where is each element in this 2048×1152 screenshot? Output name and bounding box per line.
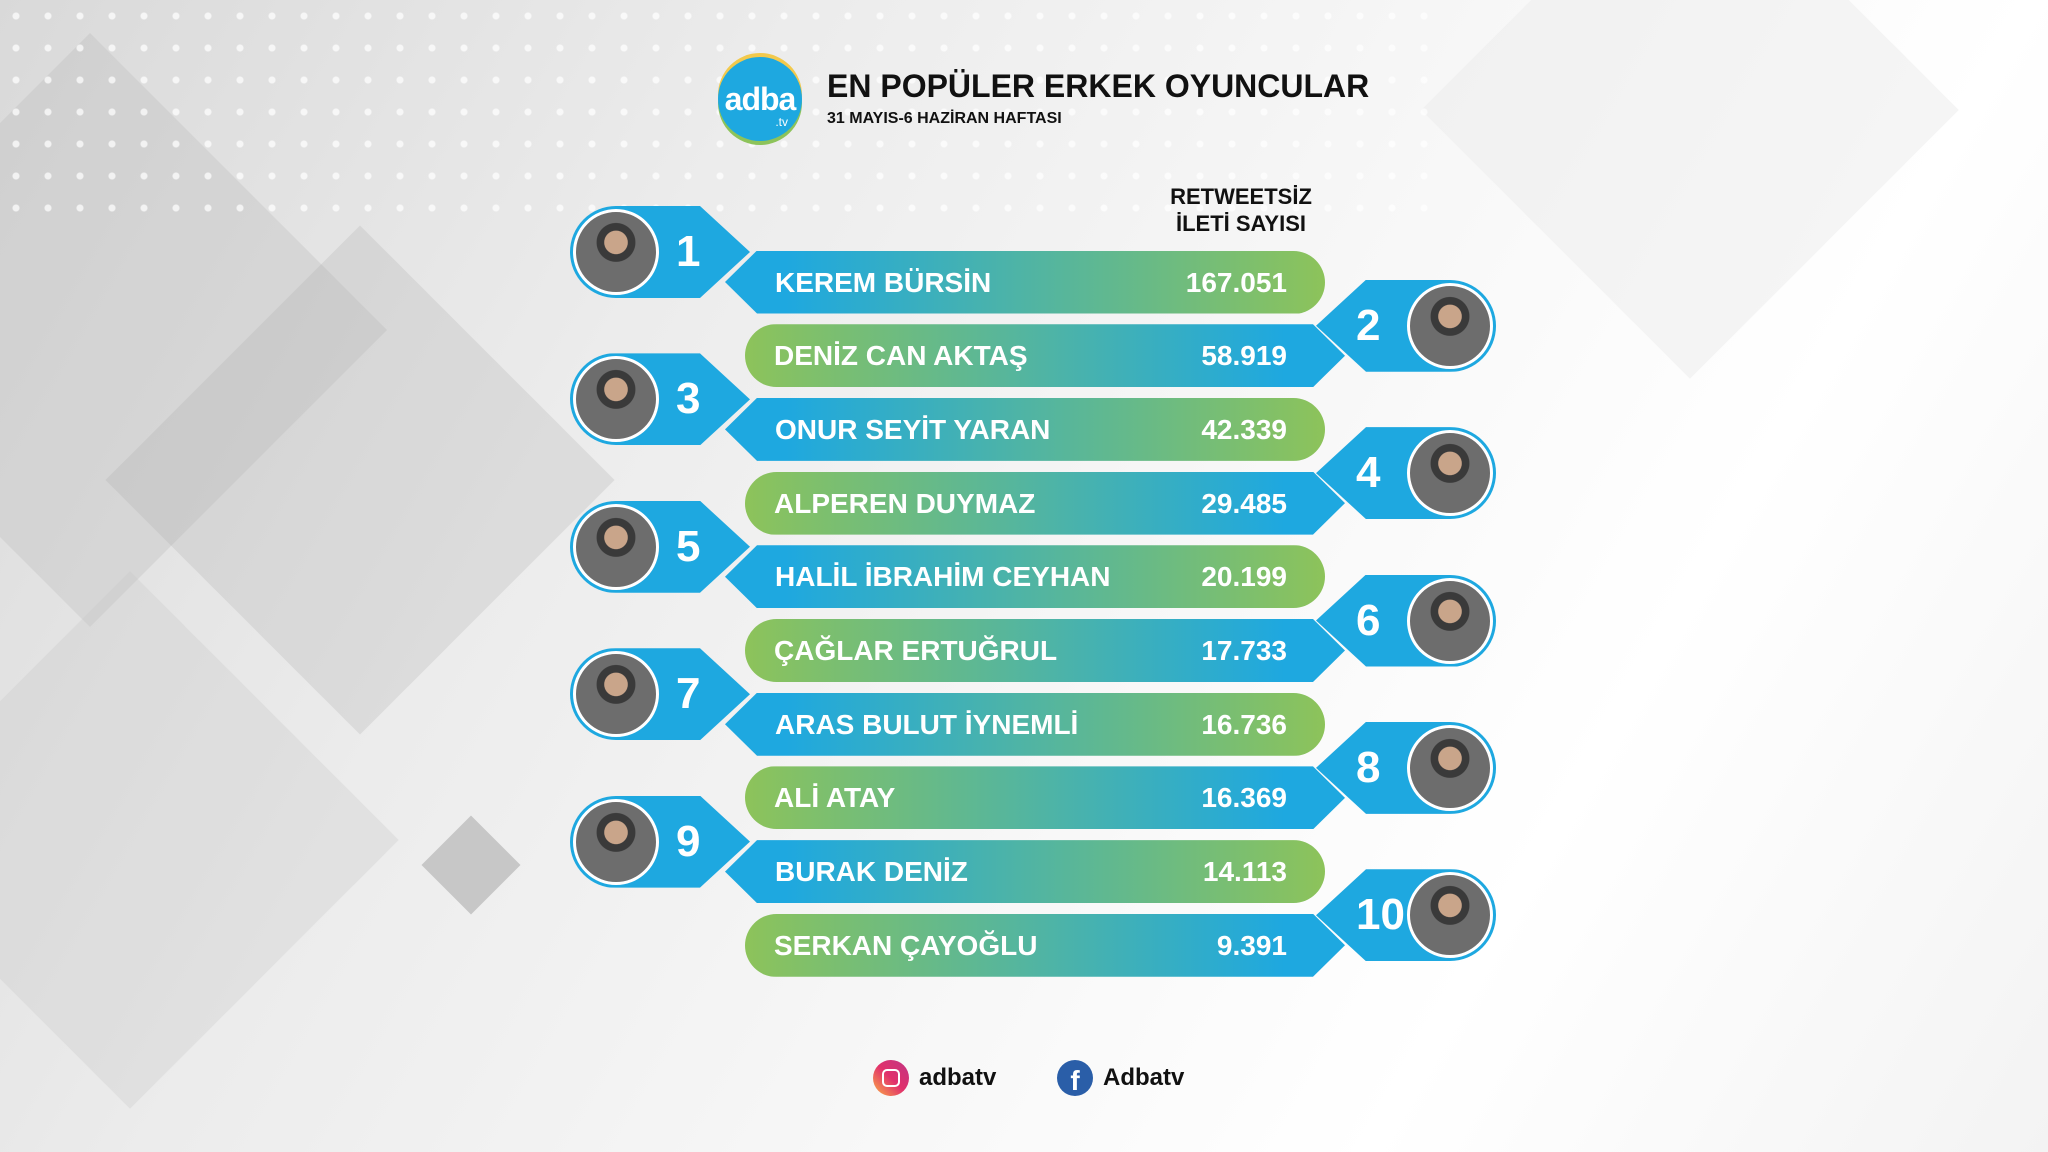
- ranking-row: ONUR SEYİT YARAN 42.339: [725, 397, 1325, 461]
- rank-badge: 3: [570, 353, 750, 446]
- rank-number: 9: [676, 816, 701, 866]
- ranking-row: HALİL İBRAHİM CEYHAN 20.199: [725, 545, 1325, 609]
- rank-badge: 2: [1316, 279, 1496, 372]
- actor-name: HALİL İBRAHİM CEYHAN: [775, 561, 1111, 593]
- rank-badge: 6: [1316, 574, 1496, 667]
- actor-name: ALPEREN DUYMAZ: [774, 487, 1036, 519]
- actor-name: SERKAN ÇAYOĞLU: [774, 929, 1038, 961]
- ranking-row: ARAS BULUT İYNEMLİ 16.736: [725, 692, 1325, 756]
- actor-photo: [1407, 872, 1493, 959]
- actor-photo: [1407, 282, 1493, 369]
- facebook-link[interactable]: f Adbatv: [1057, 1060, 1184, 1096]
- post-count: 14.113: [1202, 856, 1287, 888]
- ranking-row: BURAK DENİZ 14.113: [725, 840, 1325, 904]
- post-count: 42.339: [1201, 413, 1287, 445]
- actor-photo: [1407, 430, 1493, 517]
- rank-number: 1: [676, 227, 701, 276]
- rank-number: 7: [676, 669, 701, 719]
- ranking-row: KEREM BÜRSİN 167.051: [725, 250, 1325, 314]
- post-count: 167.051: [1185, 266, 1287, 298]
- instagram-link[interactable]: adbatv: [873, 1060, 996, 1096]
- actor-photo: [1407, 577, 1493, 664]
- actor-name: KEREM BÜRSİN: [775, 266, 992, 298]
- ranking-row: ÇAĞLAR ERTUĞRUL 17.733: [745, 619, 1345, 682]
- actor-photo: [573, 356, 659, 443]
- rank-number: 8: [1356, 742, 1381, 792]
- page-subtitle: 31 MAYIS-6 HAZİRAN HAFTASI: [827, 110, 1062, 127]
- ranking-row: DENİZ CAN AKTAŞ 58.919: [745, 324, 1345, 387]
- actor-name: ÇAĞLAR ERTUĞRUL: [774, 635, 1058, 666]
- rank-number: 4: [1356, 448, 1381, 498]
- rank-number: 2: [1356, 300, 1381, 350]
- post-count: 20.199: [1201, 561, 1287, 593]
- post-count: 58.919: [1201, 340, 1287, 372]
- column-header-line2: İLETİ SAYISI: [1175, 211, 1306, 236]
- rank-badge: 9: [570, 795, 750, 888]
- rank-number: 6: [1356, 595, 1381, 645]
- actor-photo: [573, 209, 659, 295]
- page-title: EN POPÜLER ERKEK OYUNCULAR: [827, 68, 1370, 104]
- rank-badge: 4: [1316, 427, 1496, 520]
- logo-sub: .tv: [775, 115, 788, 129]
- ranking-row: ALİ ATAY 16.369: [745, 766, 1345, 829]
- post-count: 17.733: [1201, 635, 1287, 666]
- actor-photo: [1407, 724, 1493, 811]
- post-count: 29.485: [1201, 487, 1287, 519]
- instagram-icon: [873, 1060, 909, 1096]
- actor-name: ARAS BULUT İYNEMLİ: [775, 708, 1079, 740]
- actor-photo: [573, 651, 659, 738]
- logo-text: adba: [724, 81, 797, 117]
- rank-number: 10: [1356, 890, 1405, 940]
- facebook-icon: f: [1057, 1060, 1093, 1096]
- rank-badge: 10: [1316, 869, 1496, 962]
- bg-diamond: [421, 815, 521, 915]
- rank-badge: 7: [570, 648, 750, 741]
- rank-badge: 5: [570, 500, 750, 593]
- actor-name: ALİ ATAY: [774, 782, 896, 814]
- column-header-line1: RETWEETSİZ: [1170, 184, 1312, 209]
- rank-number: 5: [676, 521, 701, 571]
- bg-diamond: [1421, 0, 1959, 379]
- post-count: 16.736: [1201, 708, 1287, 740]
- ranking-row: SERKAN ÇAYOĞLU 9.391: [745, 914, 1345, 977]
- adba-logo: adba .tv: [718, 57, 802, 141]
- actor-name: ONUR SEYİT YARAN: [775, 413, 1051, 445]
- actor-photo: [573, 503, 659, 590]
- rank-badge: 8: [1316, 721, 1496, 814]
- post-count: 9.391: [1216, 929, 1287, 961]
- column-header: RETWEETSİZ İLETİ SAYISI: [1141, 183, 1341, 237]
- ranking-row: ALPEREN DUYMAZ 29.485: [745, 472, 1345, 535]
- instagram-handle: adbatv: [919, 1064, 997, 1091]
- post-count: 16.369: [1201, 782, 1287, 814]
- facebook-handle: Adbatv: [1103, 1064, 1185, 1091]
- actor-photo: [573, 798, 659, 885]
- actor-name: DENİZ CAN AKTAŞ: [774, 340, 1028, 372]
- rank-number: 3: [676, 374, 701, 424]
- actor-name: BURAK DENİZ: [775, 856, 968, 888]
